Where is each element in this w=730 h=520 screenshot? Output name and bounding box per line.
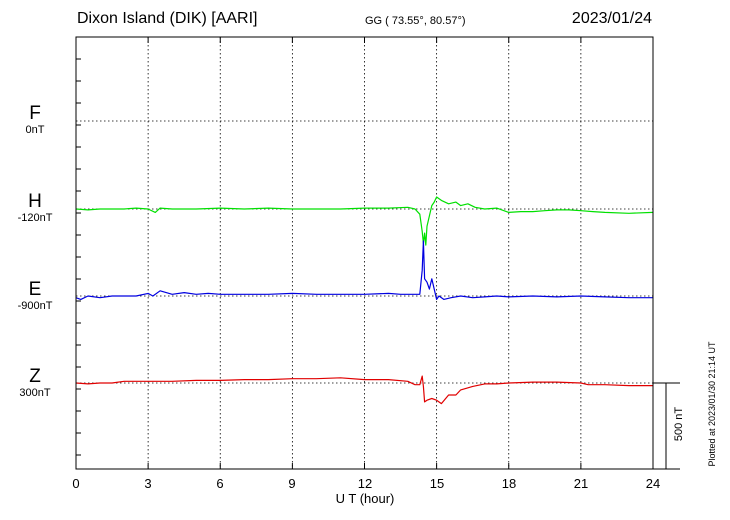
channel-label-z: Z 300nT [0, 367, 70, 400]
channel-baseline-f: 0nT [25, 124, 45, 136]
channel-name-e: E [28, 279, 42, 300]
scale-bar-label: 500 nT [673, 406, 685, 442]
channel-label-h: H -120nT [0, 192, 70, 225]
channel-name-z: Z [29, 366, 41, 387]
x-tick-label: 6 [216, 476, 224, 491]
x-tick-label: 18 [501, 476, 517, 491]
x-tick-label: 12 [357, 476, 373, 491]
x-tick-label: 3 [144, 476, 152, 491]
scale-bar [653, 382, 680, 470]
channel-label-f: F 0nT [0, 104, 70, 137]
station-title: Dixon Island (DIK) [AARI] [77, 10, 258, 27]
geographic-coords: GG ( 73.55°, 80.57°) [365, 15, 466, 27]
series-layer [75, 196, 654, 405]
series-line-h [75, 196, 654, 246]
channel-name-h: H [28, 191, 42, 212]
chart-date: 2023/01/24 [571, 10, 652, 27]
x-tick-label: 24 [645, 476, 661, 491]
grid-layer [75, 37, 654, 469]
series-line-z [75, 375, 653, 405]
x-tick-label: 15 [429, 476, 445, 491]
x-tick-label: 21 [573, 476, 589, 491]
series-line-e [75, 240, 653, 300]
channel-name-f: F [29, 103, 41, 124]
channel-label-e: E -900nT [0, 280, 70, 313]
channel-baseline-h: -120nT [17, 212, 53, 224]
plotted-timestamp: Plotted at 2023/01/30 21:14 UT [707, 341, 717, 467]
x-axis-label: U T (hour) [335, 491, 395, 506]
x-tick-label: 0 [72, 476, 80, 491]
channel-baseline-e: -900nT [17, 300, 53, 312]
channel-baseline-z: 300nT [19, 387, 51, 399]
x-tick-label: 9 [288, 476, 296, 491]
plot-frame [75, 36, 654, 470]
